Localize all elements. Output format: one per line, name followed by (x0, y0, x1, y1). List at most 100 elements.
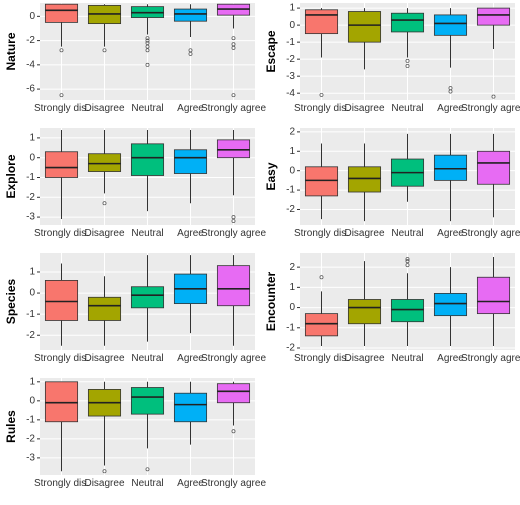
x-tick-label: Strongly agree (201, 228, 266, 239)
box (433, 14, 468, 36)
x-tick-label: Disagree (344, 228, 384, 239)
panel: Easy -2 -1 0 1 2 Strongly dis.Disagree Neutral A… (264, 127, 520, 239)
panel: Species -2 -1 0 1 Strongly dis.Disagree Neutra… (4, 253, 266, 364)
box (173, 8, 208, 22)
outlier (231, 429, 236, 434)
outlier (102, 48, 107, 53)
box (44, 280, 79, 321)
panel: Rules -3 -2 -1 0 1 Strongly dis.Disagree Neutra… (4, 376, 266, 489)
y-tick-label: -3 (26, 453, 35, 464)
box (433, 293, 468, 317)
box (87, 153, 122, 172)
y-tick-label: 0 (29, 288, 35, 299)
y-tick-label: 0 (289, 302, 295, 313)
y-axis-label: Easy (264, 162, 278, 190)
outlier (448, 89, 453, 94)
y-tick-label: -2 (26, 330, 35, 341)
outlier (231, 215, 236, 220)
box (216, 383, 251, 404)
y-tick-label: 2 (289, 127, 295, 138)
x-tick-label: Neutral (131, 103, 163, 114)
x-tick-label: Neutral (131, 228, 163, 239)
box (44, 151, 79, 178)
x-tick-label: Agree (437, 228, 464, 239)
outlier (145, 62, 150, 67)
y-axis-label: Escape (264, 30, 278, 72)
y-tick-label: 1 (29, 267, 35, 278)
outlier (145, 41, 150, 45)
y-tick-label: 0 (289, 165, 295, 176)
x-tick-label: Disagree (84, 353, 124, 364)
outlier (102, 469, 107, 474)
y-axis-label: Explore (4, 154, 18, 198)
outlier (319, 92, 324, 97)
outlier (231, 36, 236, 41)
x-tick-label: Agree (177, 103, 204, 114)
y-tick-label: 0 (289, 20, 295, 31)
x-tick-label: Neutral (391, 103, 423, 114)
outlier (145, 38, 150, 43)
outlier (231, 45, 236, 50)
y-axis-label: Rules (4, 410, 18, 443)
box (304, 166, 339, 197)
x-tick-label: Agree (437, 353, 464, 364)
y-tick-label: -1 (286, 37, 295, 48)
panel: Explore -3 -2 -1 0 1 Strongly dis.Disagree Neut… (4, 128, 266, 239)
panel: Encounter -2 -1 0 1 2 Strongly dis.Disagree Neu… (264, 253, 520, 364)
y-axis-label: Encounter (264, 272, 278, 332)
x-tick-label: Neutral (131, 478, 163, 489)
x-tick-label: Strongly dis. (34, 103, 89, 114)
outlier (59, 48, 64, 53)
y-tick-label: -1 (26, 172, 35, 183)
y-tick-label: 0 (29, 11, 35, 22)
outlier (405, 259, 410, 264)
x-tick-label: Agree (177, 353, 204, 364)
outlier (145, 48, 150, 53)
x-tick-label: Strongly dis. (34, 353, 89, 364)
box (216, 139, 251, 159)
x-tick-label: Strongly dis. (294, 353, 349, 364)
box (173, 149, 208, 174)
outlier (405, 263, 410, 268)
outlier (145, 44, 150, 49)
panel: Escape -4 -3 -2 -1 0 1 Strongly dis.Disagree Neu… (264, 3, 520, 114)
y-tick-label: 0 (29, 152, 35, 163)
box (476, 276, 511, 315)
outlier (405, 257, 410, 262)
y-tick-label: -3 (26, 212, 35, 223)
y-axis-label: Species (4, 278, 18, 324)
panel: Nature -6 -4 -2 0 Strongly dis.Disagree Neutra… (4, 3, 266, 114)
y-tick-label: 1 (289, 282, 295, 293)
y-tick-label: 1 (289, 146, 295, 157)
x-tick-label: Strongly agree (201, 103, 266, 114)
x-tick-label: Strongly agree (461, 353, 520, 364)
box (130, 143, 165, 176)
y-tick-label: 1 (29, 133, 35, 144)
y-tick-label: -1 (26, 309, 35, 320)
outlier (145, 467, 150, 472)
box (476, 150, 511, 185)
x-tick-label: Disagree (344, 103, 384, 114)
y-tick-label: 1 (29, 376, 35, 387)
y-tick-label: 2 (289, 262, 295, 273)
outlier (102, 201, 107, 206)
outlier (491, 94, 496, 99)
box (433, 154, 468, 181)
outlier (405, 58, 410, 63)
outlier (231, 219, 236, 223)
y-tick-label: -3 (286, 71, 295, 82)
outlier (231, 93, 236, 98)
x-tick-label: Strongly agree (201, 478, 266, 489)
outlier (59, 93, 64, 98)
box (304, 313, 339, 337)
box (130, 387, 165, 415)
y-tick-label: -2 (286, 204, 295, 215)
x-tick-label: Disagree (344, 353, 384, 364)
y-tick-label: -2 (286, 343, 295, 354)
y-tick-label: -1 (286, 185, 295, 196)
box (347, 299, 382, 325)
outlier (188, 51, 193, 56)
box (476, 7, 511, 26)
x-tick-label: Strongly dis. (34, 228, 89, 239)
box (44, 3, 79, 23)
